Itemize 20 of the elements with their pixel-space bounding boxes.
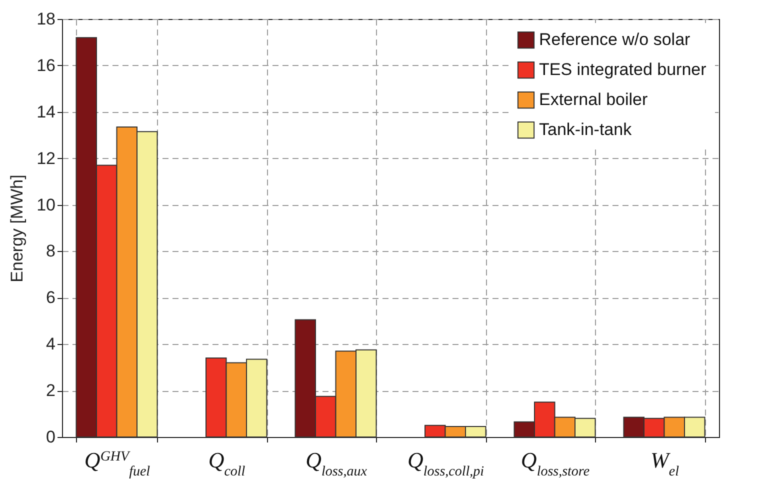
x-tick-label: W$_{el}$ <box>650 448 680 479</box>
y-tick-label: 16 <box>36 56 56 75</box>
y-tick-label: 4 <box>46 334 56 354</box>
x-tick-label: Q$_{loss,aux}$ <box>306 448 368 479</box>
y-tick-label: 0 <box>46 428 56 446</box>
legend-label: External boiler <box>539 90 648 109</box>
y-tick-label: 18 <box>36 10 56 28</box>
legend-label: TES integrated burner <box>539 60 707 79</box>
legend-label: Tank-in-tank <box>539 120 632 139</box>
y-tick-label: 8 <box>46 242 56 261</box>
legend-label: Reference w/o solar <box>539 30 691 49</box>
y-tick-label: 14 <box>36 102 56 122</box>
y-axis-title: Energy [MWh] <box>8 174 27 282</box>
x-tick-label: Q$_{loss,store}$ <box>520 448 590 479</box>
y-tick-label: 2 <box>46 381 56 400</box>
x-tick-label: Q$_{coll}$ <box>208 448 246 479</box>
x-tick-label: Q$_{loss,coll,pi}$ <box>407 448 484 479</box>
y-tick-label: 6 <box>46 288 56 308</box>
y-tick-label: 12 <box>36 148 56 168</box>
y-tick-label: 10 <box>36 195 56 214</box>
